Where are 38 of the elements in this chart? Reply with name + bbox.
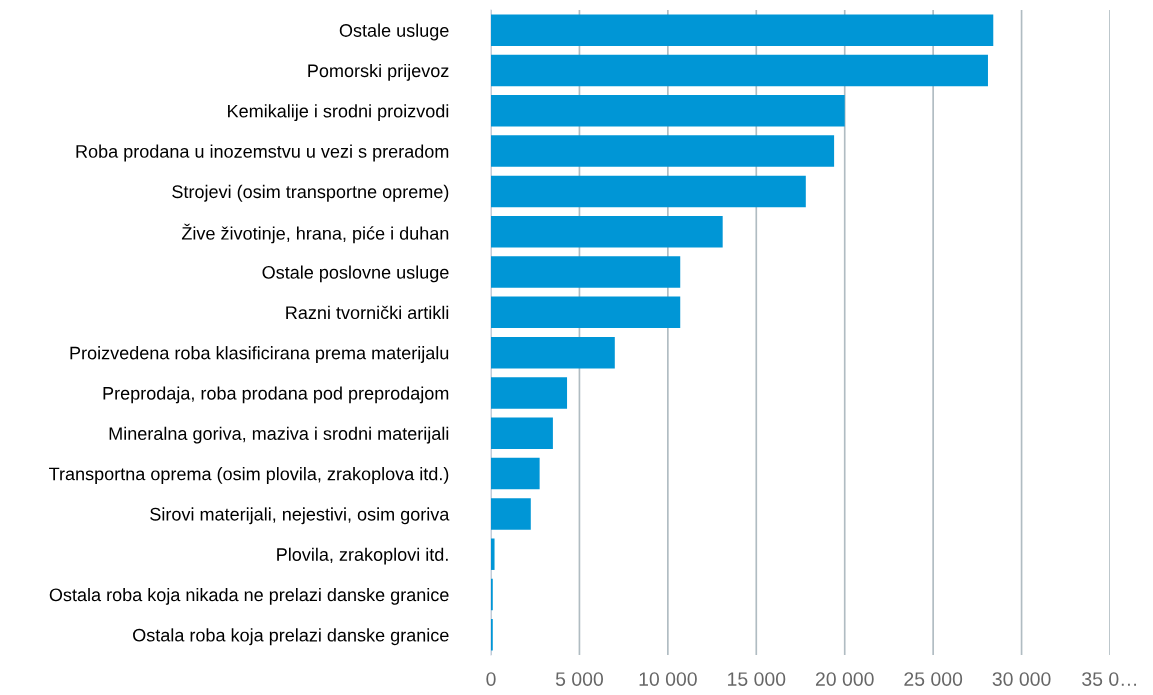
bar <box>491 457 540 490</box>
y-tick-label: Roba prodana u inozemstvu u vezi s preradom <box>76 144 449 162</box>
y-tick-label: Strojevi (osim transportne opreme) <box>172 184 449 202</box>
y-tick-label: Razni tvornički artikli <box>286 305 449 320</box>
bar <box>491 14 994 46</box>
x-tick-label: 35 0… <box>1082 672 1137 686</box>
bar <box>491 256 681 288</box>
y-tick-label: Preprodaja, roba prodana pod preprodajom <box>103 386 449 404</box>
bar <box>491 175 806 208</box>
bar <box>491 498 531 530</box>
x-tick-label: 5 000 <box>555 672 603 686</box>
bar <box>491 216 723 248</box>
y-tick-label: Transportna oprema (osim plovila, zrakoplova itd.) <box>49 467 449 484</box>
bar <box>491 95 845 127</box>
bar <box>491 538 495 570</box>
y-tick-label: Žive životinje, hrana, piće i duhan <box>181 223 449 244</box>
y-tick-label: Kemikalije i srodni proizvodi <box>228 104 449 122</box>
bar <box>491 336 615 369</box>
bar <box>491 135 835 167</box>
y-tick-label: Ostale poslovne usluge <box>262 265 449 283</box>
y-tick-label: Ostale usluge <box>339 23 449 41</box>
y-tick-label: Ostala roba koja nikada ne prelazi danske granice <box>49 587 449 605</box>
bar <box>491 417 553 449</box>
bar <box>491 296 681 329</box>
y-tick-label: Plovila, zrakoplovi itd. <box>277 547 448 565</box>
x-tick-label: 25 000 <box>904 672 963 686</box>
x-tick-label: 0 <box>486 672 496 686</box>
y-tick-label: Proizvedena roba klasificirana prema materijalu <box>70 346 449 363</box>
y-tick-label: Mineralna goriva, maziva i srodni materijali <box>109 426 449 444</box>
bar <box>491 377 568 409</box>
x-tick-label: 10 000 <box>639 672 697 686</box>
x-tick-label: 30 000 <box>992 672 1051 686</box>
y-tick-label: Sirovi materijali, nejestivi, osim goriva <box>150 507 450 525</box>
bar <box>491 54 988 87</box>
y-tick-label: Ostala roba koja prelazi danske granice <box>133 628 449 646</box>
x-tick-label: 15 000 <box>728 672 786 686</box>
x-tick-label: 20 000 <box>815 672 874 686</box>
y-tick-label: Pomorski prijevoz <box>308 63 449 81</box>
